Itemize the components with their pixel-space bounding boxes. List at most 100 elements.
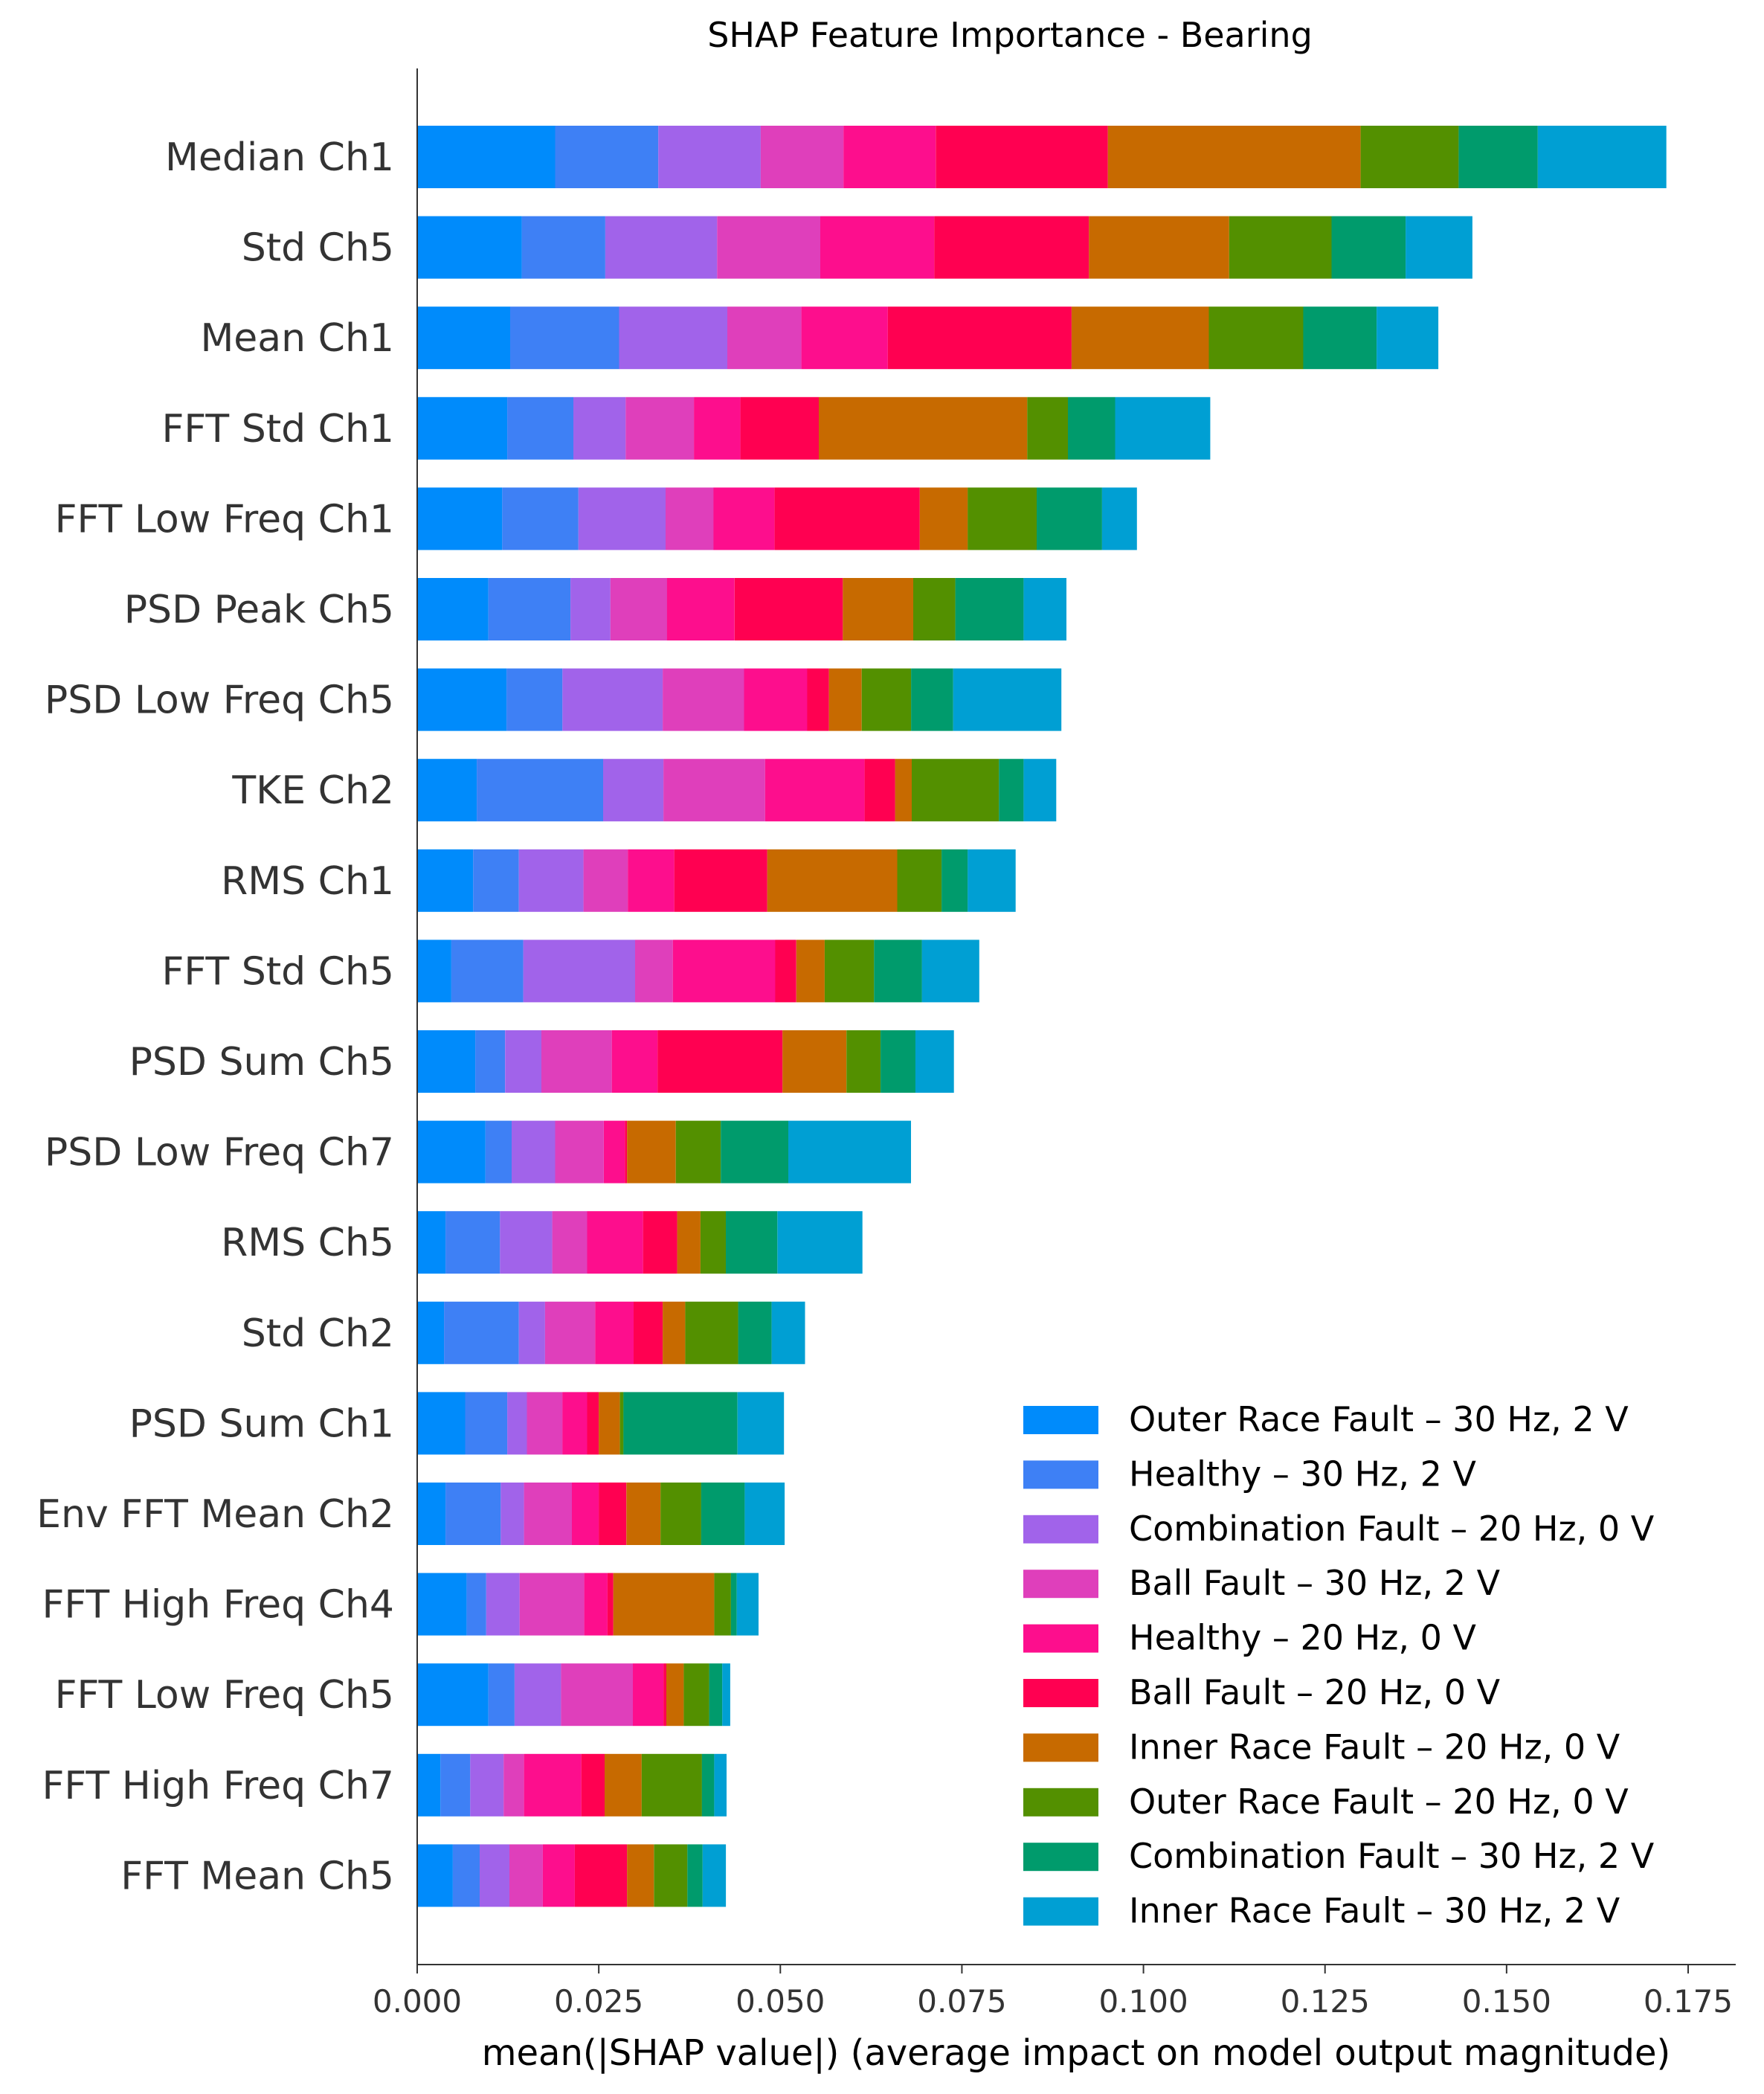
bar-segment bbox=[912, 759, 1000, 822]
bar-segment bbox=[774, 487, 920, 550]
bar-segment bbox=[1023, 759, 1057, 822]
legend-label: Ball Fault – 20 Hz, 0 V bbox=[1129, 1672, 1501, 1712]
bar-segment bbox=[527, 1392, 563, 1455]
bar-segment bbox=[417, 1211, 446, 1274]
legend-label: Outer Race Fault – 30 Hz, 2 V bbox=[1129, 1399, 1629, 1439]
bar-segment bbox=[510, 306, 619, 370]
bar-segment bbox=[628, 849, 675, 912]
bar-segment bbox=[625, 396, 695, 460]
legend-label: Outer Race Fault – 20 Hz, 0 V bbox=[1129, 1782, 1629, 1822]
bar-segment bbox=[685, 1301, 738, 1364]
x-tick-label: 0.000 bbox=[373, 1983, 462, 2020]
bar-segment bbox=[666, 487, 714, 550]
bar-segment bbox=[674, 849, 767, 912]
bar-segment bbox=[919, 487, 968, 550]
bar-segment bbox=[451, 940, 524, 1003]
bar-segment bbox=[465, 1392, 508, 1455]
bar-segment bbox=[417, 668, 507, 731]
bar-segment bbox=[417, 1573, 467, 1636]
bar-segment bbox=[445, 1211, 500, 1274]
bar-segment bbox=[660, 1483, 701, 1545]
bar-segment bbox=[555, 1120, 604, 1184]
bar-segment bbox=[701, 1483, 745, 1545]
bar-segment bbox=[1229, 216, 1332, 279]
bar-segment bbox=[625, 1120, 628, 1184]
bar-segment bbox=[542, 1844, 575, 1907]
bar-segment bbox=[1068, 396, 1116, 460]
bar-segment bbox=[915, 1030, 954, 1093]
bar-segment bbox=[701, 1753, 715, 1817]
legend-swatch bbox=[1023, 1460, 1098, 1489]
legend-label: Ball Fault – 30 Hz, 2 V bbox=[1129, 1563, 1501, 1603]
bar-segment bbox=[500, 1483, 524, 1545]
x-tick-label: 0.150 bbox=[1462, 1983, 1551, 2020]
bar-segment bbox=[417, 1753, 441, 1817]
bar-segment bbox=[417, 849, 474, 912]
legend-swatch bbox=[1023, 1733, 1098, 1762]
bar-segment bbox=[485, 1120, 512, 1184]
y-tick-label: FFT Std Ch5 bbox=[162, 949, 394, 994]
bar-segment bbox=[1331, 216, 1406, 279]
bar-segment bbox=[417, 1483, 446, 1545]
legend-swatch bbox=[1023, 1406, 1098, 1434]
bar-segment bbox=[658, 126, 761, 188]
bar-segment bbox=[619, 306, 727, 370]
bar-segment bbox=[605, 1753, 642, 1817]
bar-segment bbox=[417, 306, 510, 370]
bar-segment bbox=[523, 940, 635, 1003]
legend-swatch bbox=[1023, 1679, 1098, 1707]
legend-swatch bbox=[1023, 1624, 1098, 1653]
bar-segment bbox=[709, 1663, 723, 1727]
bar-segment bbox=[819, 396, 1028, 460]
bar-segment bbox=[509, 1844, 543, 1907]
bar-segment bbox=[627, 1844, 654, 1907]
x-tick-label: 0.100 bbox=[1098, 1983, 1188, 2020]
bar-segment bbox=[619, 1392, 624, 1455]
bar-segment bbox=[613, 1573, 715, 1636]
legend-label: Combination Fault – 30 Hz, 2 V bbox=[1129, 1836, 1655, 1876]
bar-segment bbox=[771, 1301, 805, 1364]
bar-segment bbox=[488, 1663, 515, 1727]
legend: Outer Race Fault – 30 Hz, 2 V Healthy – 3… bbox=[1023, 1399, 1655, 1931]
bar-segment bbox=[764, 759, 865, 822]
bar-segment bbox=[417, 216, 522, 279]
bar-segment bbox=[921, 940, 979, 1003]
bar-segment bbox=[562, 1392, 588, 1455]
bar-segment bbox=[677, 1211, 701, 1274]
bar-segment bbox=[807, 668, 829, 731]
y-tick-label: Median Ch1 bbox=[165, 135, 394, 180]
bar-segment bbox=[887, 306, 1072, 370]
bar-segment bbox=[895, 759, 912, 822]
bar-segment bbox=[1377, 306, 1439, 370]
x-tick-label: 0.175 bbox=[1644, 1983, 1733, 2020]
bar-segment bbox=[1023, 578, 1066, 640]
y-tick-label: PSD Sum Ch5 bbox=[129, 1040, 394, 1085]
x-tick-label: 0.075 bbox=[917, 1983, 1006, 2020]
bar-segment bbox=[572, 1483, 599, 1545]
bar-segment bbox=[417, 396, 508, 460]
bar-segment bbox=[605, 216, 718, 279]
bar-segment bbox=[663, 1663, 666, 1727]
bar-segment bbox=[417, 126, 556, 188]
bar-segment bbox=[1107, 126, 1361, 188]
bar-segment bbox=[635, 940, 673, 1003]
bar-segment bbox=[730, 1573, 737, 1636]
legend-label: Healthy – 20 Hz, 0 V bbox=[1129, 1618, 1477, 1658]
bar-segment bbox=[1360, 126, 1459, 188]
bar-segment bbox=[584, 1573, 608, 1636]
bar-segment bbox=[503, 1753, 524, 1817]
bar-segment bbox=[911, 668, 953, 731]
bar-segment bbox=[654, 1844, 688, 1907]
bar-segment bbox=[1071, 306, 1209, 370]
bar-segment bbox=[737, 1392, 785, 1455]
bar-segment bbox=[714, 1753, 727, 1817]
bar-segment bbox=[955, 578, 1024, 640]
bar-segment bbox=[502, 487, 579, 550]
bar-segment bbox=[599, 1392, 620, 1455]
bar-segment bbox=[1537, 126, 1667, 188]
legend-swatch bbox=[1023, 1570, 1098, 1599]
bar-segment bbox=[587, 1211, 643, 1274]
bar-segment bbox=[445, 1483, 501, 1545]
bar-segment bbox=[444, 1301, 519, 1364]
bar-segment bbox=[506, 668, 563, 731]
